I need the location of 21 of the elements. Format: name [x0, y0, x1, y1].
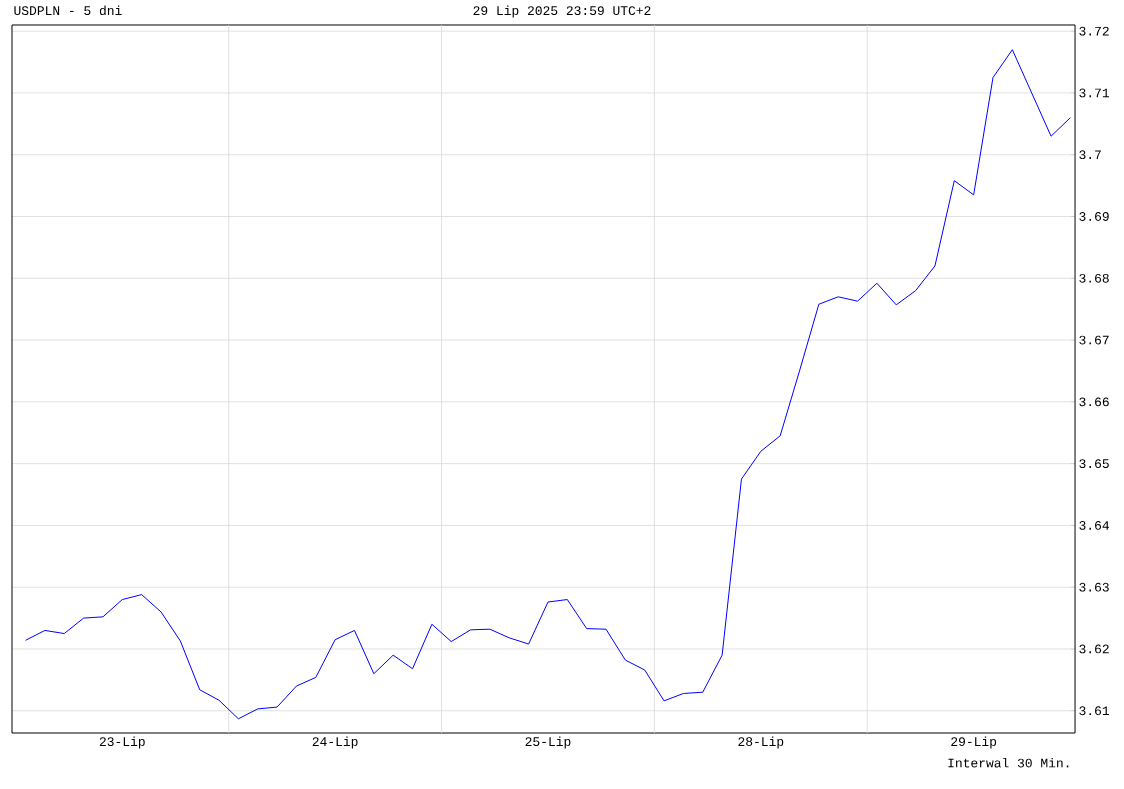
y-tick-label: 3.72	[1079, 26, 1109, 36]
x-tick-label: 28-Lip	[738, 736, 784, 749]
line-series	[25, 49, 1071, 720]
y-tick-label: 3.65	[1079, 459, 1109, 469]
chart-subtitle: 29 Lip 2025 23:59 UTC+2	[473, 5, 651, 18]
x-tick-label: 25-Lip	[525, 736, 571, 749]
y-tick-label: 3.69	[1079, 212, 1109, 221]
y-tick-label: 3.61	[1079, 706, 1110, 716]
y-tick-label: 3.62	[1079, 644, 1109, 654]
chart-title: USDPLN - 5 dni	[14, 5, 122, 16]
x-tick-label: 24-Lip	[312, 736, 358, 749]
y-tick-label: 3.63	[1079, 582, 1109, 592]
y-tick-label: 3.64	[1079, 521, 1109, 530]
y-tick-label: 3.68	[1079, 273, 1109, 283]
y-tick-label: 3.66	[1079, 397, 1109, 407]
x-tick-label: 23-Lip	[99, 736, 145, 749]
y-tick-label: 3.67	[1079, 335, 1109, 345]
text: Interwal 30 Min.	[948, 757, 1069, 768]
y-tick-label: 3.7	[1079, 150, 1101, 160]
y-tick-label: 3.71	[1079, 88, 1110, 98]
x-tick-label: 29-Lip	[951, 736, 997, 749]
